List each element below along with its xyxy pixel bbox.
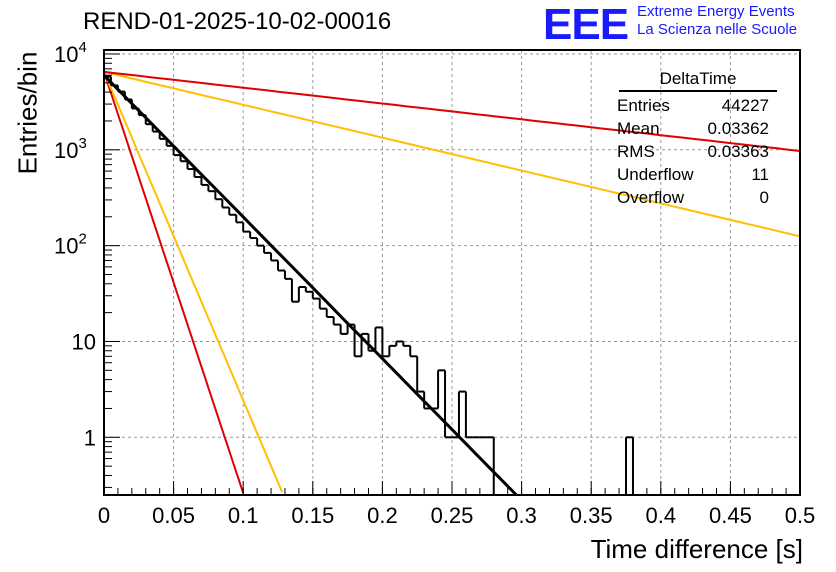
x-tick-label: 0.1 [228,503,259,528]
stats-row: Overflow 0 [611,186,777,209]
y-tick-label: 1 [84,425,96,450]
logo-line-1: Extreme Energy Events [637,3,795,20]
tick-labels: 0 0.05 0.1 0.15 0.2 0.25 0.3 0.35 0.4 0.45 0.51101… [54,39,815,528]
x-tick-label: 0.35 [570,503,613,528]
x-tick-label: 0.05 [152,503,195,528]
stats-row: RMS 0.03363 [611,140,777,163]
stats-value: 11 [751,165,769,184]
stats-title: DeltaTime [619,69,777,92]
x-tick-label: 0.45 [709,503,752,528]
eee-logo: EEE [543,0,629,49]
logo-caption: Extreme Energy Events La Scienza nelle S… [637,3,797,39]
stats-row: Mean 0.03362 [611,117,777,140]
y-tick-label: 102 [54,231,87,259]
axis-ticks [103,53,801,495]
x-tick-label: 0.5 [785,503,816,528]
stats-row: Entries 44227 [611,94,777,117]
x-axis-label: Time difference [s] [590,534,803,564]
curve-red-slow [103,70,801,152]
stats-label: Entries [617,96,670,115]
y-tick-label: 104 [54,39,87,67]
chart-title: REND-01-2025-10-02-00016 [83,8,392,35]
stats-label: Mean [617,119,660,138]
stats-value: 44227 [721,96,769,115]
stats-label: Underflow [617,165,694,184]
curve-red-fast [103,71,245,494]
logo-line-2: La Scienza nelle Scuole [637,21,798,38]
y-axis-label: Entries/bin [12,51,43,175]
curve-fit [102,74,518,497]
y-tick-label: 10 [72,329,96,354]
curve-yellow-fast [103,71,284,493]
fit-curves [103,70,801,494]
stats-label: Overflow [617,188,685,207]
x-tick-label: 0.3 [506,503,537,528]
stats-label: RMS [617,142,655,161]
x-tick-label: 0.25 [431,503,474,528]
stats-value: 0.03362 [707,119,769,138]
x-tick-label: 0.2 [367,503,398,528]
x-tick-label: 0.15 [291,503,334,528]
x-tick-label: 0 [98,503,110,528]
x-tick-label: 0.4 [646,503,677,528]
stats-value: 0.03363 [707,142,769,161]
stats-box: DeltaTime Entries 44227 Mean 0.03362 RMS 0.… [611,69,777,209]
stats-row: Underflow 11 [611,163,777,186]
stats-value: 0 [759,188,769,207]
y-tick-label: 103 [54,135,87,163]
curve-yellow-slow [103,70,801,238]
